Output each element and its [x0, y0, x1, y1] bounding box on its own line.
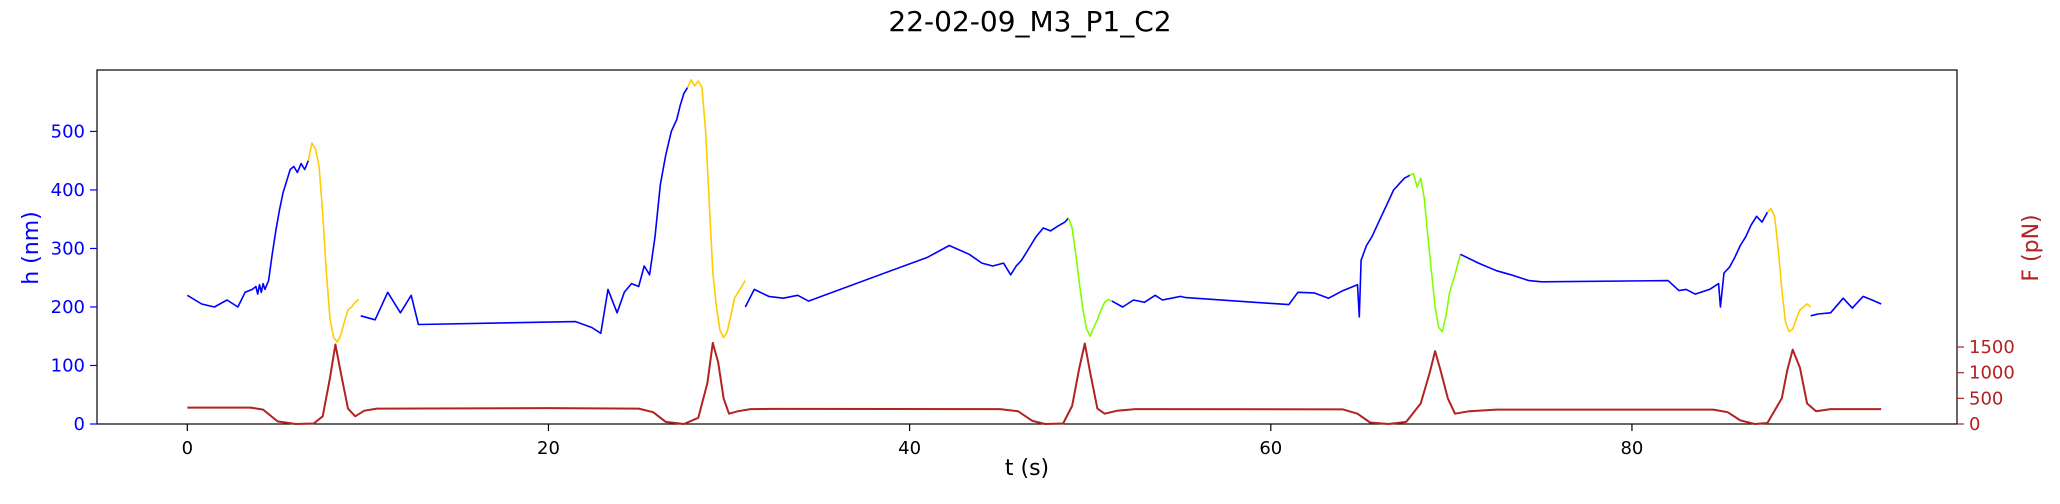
baseline-series-8 [1460, 211, 1769, 308]
retract-series-5 [1067, 217, 1113, 338]
baseline-series-0 [186, 160, 310, 308]
baseline-series-4 [744, 217, 1070, 308]
x-tick-label: 0 [182, 438, 193, 459]
baseline-series-10 [1810, 295, 1882, 317]
plot-area [96, 69, 1958, 425]
y-right-tick-label: 1000 [1969, 363, 2015, 384]
y-left-tick-label: 100 [51, 355, 85, 376]
y-axis-left: 0 100 200 300 400 500 [51, 121, 97, 435]
baseline-series-2 [360, 87, 689, 335]
force-series-11 [187, 341, 1882, 425]
y-left-tick-label: 0 [74, 414, 85, 435]
approach-series-3 [686, 79, 746, 339]
approach-series-1 [307, 142, 360, 343]
x-axis-label: t (s) [1005, 456, 1049, 481]
retract-series-7 [1409, 172, 1462, 333]
x-axis: 0 20 40 60 80 [182, 424, 1643, 459]
y-left-tick-label: 500 [51, 121, 85, 142]
y-left-tick-label: 400 [51, 180, 85, 201]
plot-frame [96, 69, 1958, 425]
series-layer [186, 79, 1882, 425]
y-right-tick-label: 500 [1969, 388, 2003, 409]
y-right-tick-label: 0 [1969, 414, 1980, 435]
y-right-tick-label: 1500 [1969, 337, 2015, 358]
x-tick-label: 20 [537, 438, 560, 459]
x-tick-label: 40 [898, 438, 921, 459]
y-axis-right-label: F (pN) [2019, 214, 2044, 281]
x-tick-label: 60 [1259, 438, 1282, 459]
y-axis-left-label: h (nm) [19, 211, 44, 284]
y-left-tick-label: 300 [51, 238, 85, 259]
x-tick-label: 80 [1620, 438, 1643, 459]
y-left-tick-label: 200 [51, 297, 85, 318]
chart-title: 22-02-09_M3_P1_C2 [888, 5, 1171, 38]
approach-series-9 [1766, 207, 1812, 333]
baseline-series-6 [1111, 174, 1411, 318]
y-axis-right: 0 500 1000 1500 [1957, 337, 2015, 435]
